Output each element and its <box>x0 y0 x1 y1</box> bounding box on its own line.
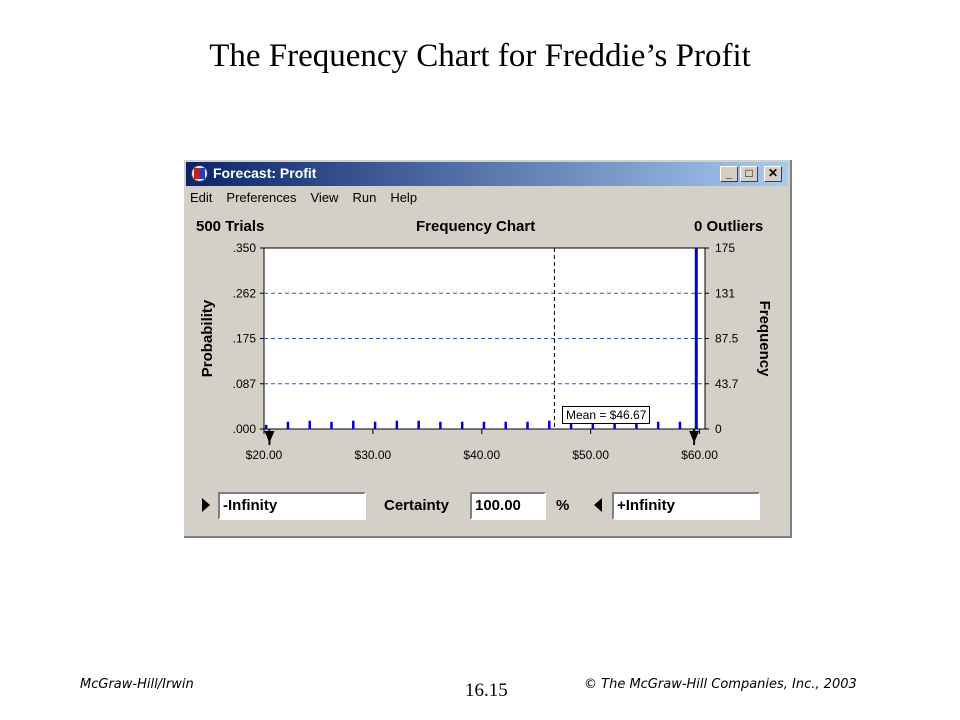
x-tick-label: $60.00 <box>681 448 718 462</box>
y-tick-label-left: .262 <box>233 286 257 300</box>
chart-name: Frequency Chart <box>416 218 536 235</box>
y-axis-title-left: Probability <box>199 299 216 377</box>
x-tick-label: $20.00 <box>246 448 283 462</box>
certainty-label: Certainty <box>384 497 450 514</box>
outliers-count: 0 Outliers <box>694 218 764 235</box>
y-tick-label-left: .000 <box>233 422 257 436</box>
x-tick-label: $40.00 <box>463 448 500 462</box>
footer-copyright: © The McGraw-Hill Companies, Inc., 2003 <box>584 677 857 692</box>
upper-bound-arrow-icon[interactable] <box>594 498 602 512</box>
menu-help[interactable]: Help <box>390 190 418 205</box>
percent-unit: % <box>556 497 570 514</box>
x-tick-label: $30.00 <box>355 448 392 462</box>
lower-bound-arrow-icon[interactable] <box>202 498 210 512</box>
footer-publisher: McGraw-Hill/Irwin <box>80 677 194 692</box>
menu-edit[interactable]: Edit <box>190 190 213 205</box>
menu-preferences[interactable]: Preferences <box>226 190 297 205</box>
close-button[interactable]: ✕ <box>764 166 782 182</box>
y-tick-label-left: .175 <box>233 332 257 346</box>
trials-count: 500 Trials <box>196 218 265 235</box>
frequency-chart: .350 .262 .175 .087 .000 175 131 87.5 43.7 0 $20.0… <box>199 241 773 462</box>
menu-bar: Edit Preferences View Run Help <box>190 190 431 208</box>
forecast-window: Forecast: Profit _ □ ✕ Edit Preferences Vi… <box>184 160 792 538</box>
y-tick-label-right: 175 <box>715 241 735 255</box>
certainty-value-field[interactable]: 100.00 <box>470 492 546 520</box>
y-tick-label-left: .087 <box>233 377 257 391</box>
certainty-min-field[interactable]: -Infinity <box>218 492 366 520</box>
y-tick-label-left: .350 <box>233 241 257 255</box>
y-tick-label-right: 0 <box>715 422 722 436</box>
minimize-button[interactable]: _ <box>720 166 738 182</box>
y-tick-label-right: 87.5 <box>715 332 739 346</box>
slide-number: 16.15 <box>465 680 508 701</box>
slide-title: The Frequency Chart for Freddie’s Profit <box>209 38 751 74</box>
mean-label: Mean = $46.67 <box>562 406 651 424</box>
x-tick-label: $50.00 <box>572 448 609 462</box>
maximize-button[interactable]: □ <box>740 166 758 182</box>
y-tick-label-right: 131 <box>715 286 735 300</box>
window-titlebar[interactable]: Forecast: Profit _ □ ✕ <box>186 162 788 186</box>
crystal-ball-app-icon[interactable] <box>191 165 208 182</box>
menu-view[interactable]: View <box>310 190 339 205</box>
certainty-max-field[interactable]: +Infinity <box>612 492 760 520</box>
window-title: Forecast: Profit <box>213 165 317 181</box>
y-tick-label-right: 43.7 <box>715 377 739 391</box>
menu-run[interactable]: Run <box>352 190 377 205</box>
y-axis-title-right: Frequency <box>756 301 773 378</box>
